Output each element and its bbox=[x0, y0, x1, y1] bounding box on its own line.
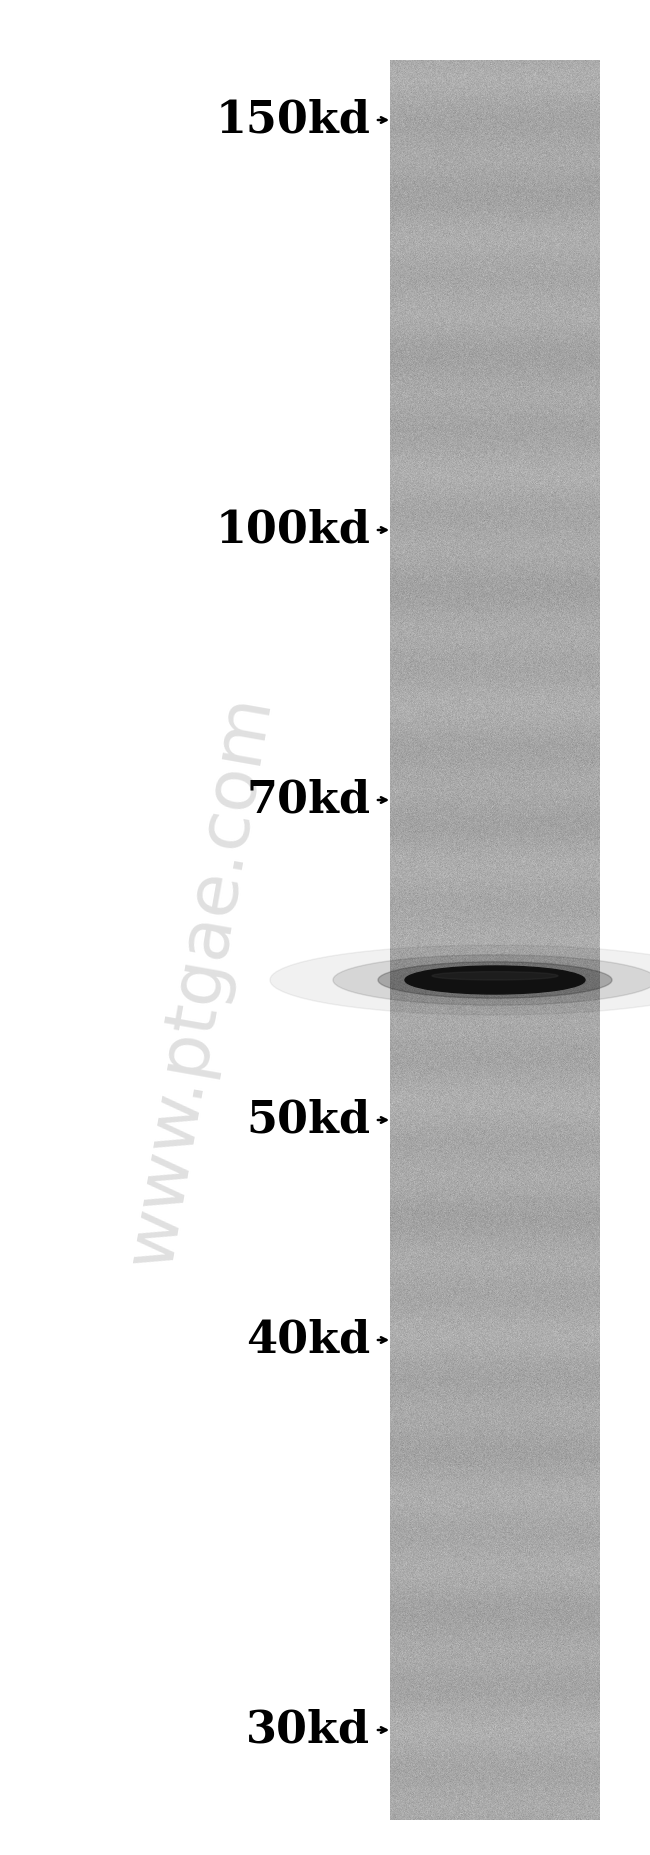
Text: 30kd: 30kd bbox=[246, 1708, 370, 1751]
Text: www.ptgae.com: www.ptgae.com bbox=[116, 688, 284, 1271]
Text: 70kd: 70kd bbox=[246, 779, 370, 822]
Text: 100kd: 100kd bbox=[215, 508, 370, 551]
Text: 150kd: 150kd bbox=[215, 98, 370, 141]
Ellipse shape bbox=[405, 966, 585, 994]
Ellipse shape bbox=[378, 961, 612, 998]
Ellipse shape bbox=[333, 955, 650, 1005]
Ellipse shape bbox=[270, 944, 650, 1015]
Text: 50kd: 50kd bbox=[246, 1098, 370, 1141]
Text: 40kd: 40kd bbox=[246, 1319, 370, 1362]
Ellipse shape bbox=[432, 972, 558, 979]
